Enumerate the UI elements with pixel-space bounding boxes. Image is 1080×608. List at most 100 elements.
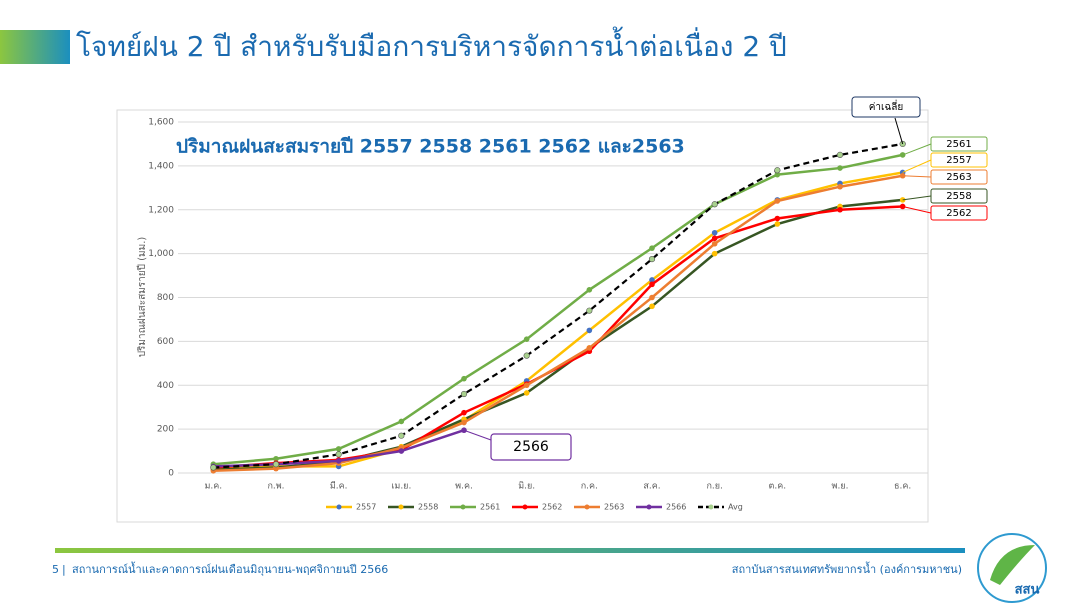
- legend-marker: [336, 504, 342, 510]
- logo-text: สสน: [1015, 583, 1040, 598]
- legend-marker: [708, 504, 714, 510]
- data-point: [649, 245, 655, 251]
- legend-marker: [522, 504, 528, 510]
- callout-leader: [902, 159, 932, 173]
- y-tick-label: 0: [168, 469, 174, 479]
- series-line: [213, 171, 903, 470]
- data-point: [711, 240, 718, 247]
- y-tick-label: 600: [157, 337, 174, 347]
- callout-box: [930, 188, 988, 204]
- data-point: [711, 250, 718, 257]
- series-line: [213, 153, 903, 466]
- page-number: 5: [52, 563, 59, 576]
- callout-leader: [902, 143, 932, 156]
- data-point: [523, 382, 530, 389]
- callout-label: 2562: [946, 208, 971, 219]
- y-tick-label: 1,000: [148, 249, 174, 259]
- y-tick-label: 800: [157, 293, 174, 303]
- title-accent: [0, 30, 70, 64]
- data-point: [837, 183, 843, 190]
- x-tick-label: เม.ย.: [391, 482, 411, 492]
- callout-box: [930, 136, 988, 152]
- x-tick-label: พ.ค.: [455, 482, 473, 492]
- data-point: [649, 281, 655, 288]
- data-point: [586, 307, 593, 314]
- annotation: ค่าเฉลี่ย: [869, 99, 904, 113]
- data-point: [836, 151, 844, 159]
- legend-label: 2557: [356, 503, 376, 512]
- data-point: [523, 390, 530, 396]
- legend-label: 2562: [542, 503, 562, 512]
- legend-marker: [460, 504, 466, 510]
- data-point: [335, 458, 342, 464]
- callout-label: 2557: [946, 155, 971, 166]
- chart-title: ปริมาณฝนสะสมรายปี 2557 2558 2561 2562 แล…: [176, 136, 685, 158]
- y-tick-label: 1,400: [148, 161, 174, 171]
- callout-box: [930, 205, 988, 221]
- legend-label: Avg: [728, 503, 743, 512]
- series-line: [213, 174, 903, 473]
- footer-right: สถาบันสารสนเทศทรัพยากรน้ำ (องค์การมหาชน): [732, 561, 962, 576]
- data-point: [523, 352, 530, 359]
- data-point: [837, 165, 843, 171]
- y-tick-label: 1,200: [148, 205, 174, 215]
- data-point: [586, 287, 593, 293]
- data-point: [586, 345, 593, 351]
- x-tick-label: ม.ค.: [204, 482, 222, 492]
- data-point: [210, 464, 217, 471]
- callout-box: [490, 433, 572, 461]
- y-tick-label: 400: [157, 381, 174, 391]
- data-point: [461, 419, 467, 426]
- data-point: [273, 465, 279, 472]
- data-point: [648, 256, 656, 263]
- y-axis-label: ปริมาณฝนสะสมรายปี (มม.): [136, 237, 148, 358]
- data-point: [335, 451, 342, 458]
- legend-label: 2563: [604, 503, 624, 512]
- data-point: [711, 201, 718, 208]
- data-point: [461, 375, 467, 382]
- data-point: [398, 432, 405, 439]
- data-point: [711, 229, 718, 236]
- x-tick-label: พ.ย.: [832, 482, 849, 492]
- data-point: [649, 294, 655, 301]
- data-point: [774, 215, 781, 222]
- annotation-leader: [894, 117, 904, 145]
- data-point: [335, 446, 342, 452]
- legend-marker: [584, 504, 590, 510]
- y-tick-label: 200: [157, 425, 174, 435]
- data-point: [774, 171, 781, 178]
- data-point: [273, 455, 279, 462]
- callout-leader: [902, 175, 932, 178]
- x-tick-label: ก.ย.: [706, 482, 722, 492]
- x-tick-label: ก.พ.: [267, 482, 284, 492]
- legend-label: 2566: [666, 503, 686, 512]
- data-point: [461, 409, 467, 416]
- data-point: [523, 336, 530, 342]
- annotation-box: [851, 96, 921, 118]
- data-point: [272, 461, 280, 468]
- separator: |: [62, 563, 66, 576]
- callout-box: [930, 169, 988, 185]
- x-tick-label: ก.ค.: [581, 482, 598, 492]
- series-line: [213, 142, 903, 469]
- footer-bar: [55, 548, 965, 553]
- legend-marker: [646, 504, 652, 510]
- x-tick-label: ต.ค.: [769, 482, 787, 492]
- logo-leaf: [990, 545, 1035, 585]
- legend-label: 2558: [418, 503, 438, 512]
- x-tick-label: ธ.ค.: [894, 482, 911, 492]
- data-point: [586, 327, 593, 334]
- x-tick-label: มี.ค.: [330, 481, 348, 492]
- callout-label: 2558: [946, 191, 971, 202]
- callout-box: [930, 152, 988, 168]
- callout-label: 2563: [946, 172, 971, 183]
- data-point: [398, 418, 405, 425]
- legend-label: 2561: [480, 503, 500, 512]
- y-tick-label: 1,600: [148, 118, 174, 128]
- data-point: [398, 448, 405, 454]
- data-point: [774, 198, 781, 204]
- callout-label: 2561: [946, 139, 971, 150]
- data-point: [649, 303, 655, 310]
- data-point: [837, 206, 843, 213]
